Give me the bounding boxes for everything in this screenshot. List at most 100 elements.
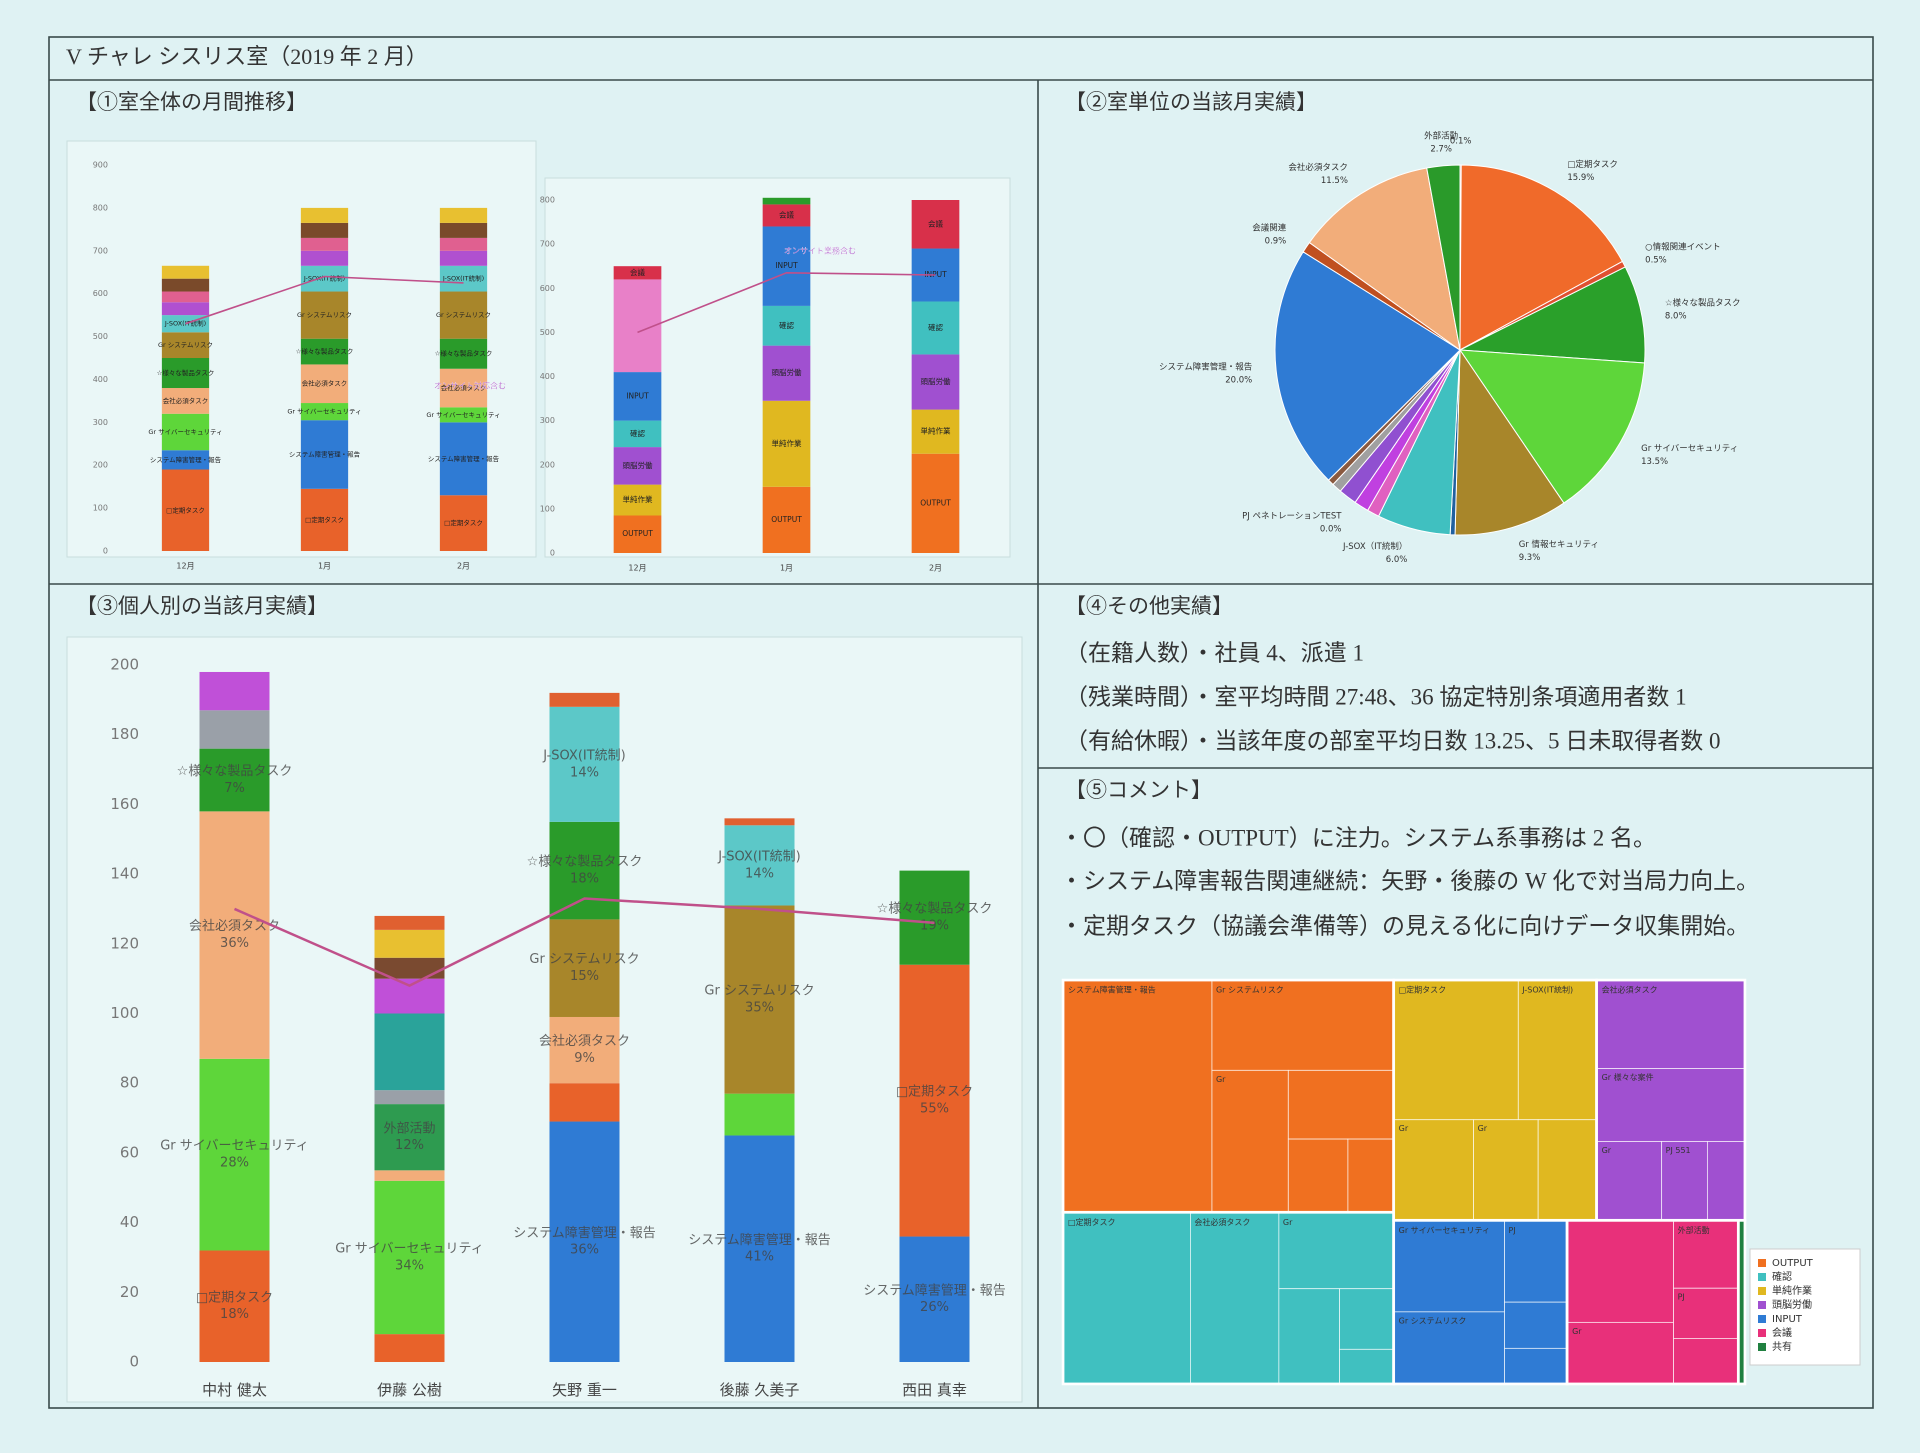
bar-segment	[161, 265, 210, 279]
pie-label: システム障害管理・報告	[1159, 362, 1252, 373]
segment-label: 単純作業	[772, 438, 802, 448]
bar-segment	[374, 929, 445, 958]
treemap-label: □定期タスク	[1068, 1217, 1116, 1227]
bar-segment	[300, 250, 349, 266]
segment-label: ☆様々な製品タスク	[296, 347, 354, 356]
treemap-cell	[1537, 1119, 1596, 1220]
segment-label: 単純作業	[921, 426, 951, 436]
treemap-label: システム障害管理・報告	[1068, 985, 1156, 995]
y-tick-label: 0	[103, 547, 108, 556]
pie-label: ○情報関連イベント	[1645, 242, 1720, 253]
segment-label: OUTPUT	[622, 529, 653, 538]
treemap-label: J-SOX(IT統制)	[1521, 985, 1573, 995]
treemap-cell	[1394, 980, 1519, 1121]
pie-label: J-SOX（IT統制）	[1342, 541, 1407, 552]
bar-segment	[762, 305, 811, 346]
bar-segment	[762, 400, 811, 487]
treemap-cell	[1567, 1220, 1674, 1323]
bar-segment	[549, 1083, 620, 1122]
segment-label: OUTPUT	[771, 515, 802, 524]
treemap-label: Gr 様々な案件	[1602, 1072, 1654, 1082]
treemap-cell	[1597, 1068, 1745, 1142]
bar-segment	[439, 368, 488, 408]
bar-segment	[374, 1013, 445, 1091]
y-tick-label: 100	[93, 504, 108, 513]
treemap-cell	[1189, 1212, 1280, 1384]
x-tick-label: 伊藤 公樹	[377, 1381, 442, 1399]
bar-segment	[613, 420, 662, 448]
bar-segment	[300, 222, 349, 238]
treemap-label: Gr	[1283, 1218, 1293, 1227]
x-tick-label: 2月	[457, 562, 470, 571]
legend-swatch	[1758, 1259, 1766, 1267]
pie-label: Gr サイバーセキュリティ	[1641, 444, 1738, 454]
x-tick-label: 西田 真幸	[902, 1381, 967, 1399]
bar-segment	[161, 278, 210, 292]
treemap-cell	[1738, 1220, 1745, 1384]
bar-segment	[439, 407, 488, 423]
segment-value-label: 18%	[220, 1307, 249, 1322]
section-title: 【⑤コメント】	[1065, 778, 1212, 802]
legend-label: 確認	[1772, 1270, 1792, 1283]
bar-segment	[374, 957, 445, 979]
legend-swatch	[1758, 1343, 1766, 1351]
bar-segment	[199, 1250, 270, 1362]
segment-label: 会社必須タスク	[189, 918, 280, 934]
y-tick-label: 400	[540, 372, 555, 381]
pie-value-label: 0.9%	[1265, 236, 1287, 246]
pie-slice	[1308, 167, 1461, 352]
x-tick-label: 12月	[176, 562, 194, 571]
treemap-cell	[1394, 1220, 1505, 1313]
bar-segment	[439, 338, 488, 369]
bar-segment	[911, 354, 960, 410]
outer-frame	[48, 36, 1874, 1409]
bar-segment	[762, 345, 811, 401]
bar-segment	[374, 1334, 445, 1362]
bar-segment	[161, 291, 210, 303]
segment-label: 会社必須タスク	[539, 1033, 630, 1049]
legend-swatch	[1758, 1273, 1766, 1281]
segment-label: INPUT	[775, 261, 798, 270]
pie-value-label: 15.9%	[1567, 173, 1594, 183]
y-tick-label: 500	[93, 332, 108, 341]
x-tick-label: 中村 健太	[202, 1381, 267, 1399]
legend-label: OUTPUT	[1772, 1258, 1814, 1269]
bar-segment	[899, 870, 970, 965]
pie-slice	[1459, 164, 1624, 351]
segment-label: ☆様々な製品タスク	[177, 764, 293, 779]
legend-label: 単純作業	[1772, 1284, 1812, 1297]
bar-segment	[374, 1090, 445, 1105]
bar-segment	[762, 204, 811, 227]
segment-label: 会社必須タスク	[163, 396, 209, 405]
pie-value-label: 0.1%	[1450, 137, 1472, 147]
segment-label: Gr システムリスク	[158, 341, 213, 349]
segment-label: 頭脳労働	[921, 376, 951, 386]
bar-segment	[762, 197, 811, 205]
bar-segment	[613, 266, 662, 280]
pie-label: ☆様々な製品タスク	[1665, 297, 1741, 308]
bar-segment	[161, 469, 210, 551]
y-tick-label: 800	[540, 196, 555, 205]
pie-slice	[1459, 349, 1646, 504]
segment-label: システム障害管理・報告	[513, 1225, 656, 1241]
bar-segment	[762, 226, 811, 306]
y-tick-label: 300	[93, 418, 108, 427]
treemap-cell	[1211, 980, 1394, 1071]
segment-label: 会議	[928, 218, 943, 228]
bar-segment	[374, 915, 445, 930]
legend-swatch	[1758, 1315, 1766, 1323]
treemap-cell	[1567, 1321, 1674, 1384]
y-tick-label: 100	[540, 504, 555, 513]
bar-segment	[374, 1104, 445, 1171]
bar-segment	[300, 420, 349, 489]
segment-label: □定期タスク	[196, 1290, 273, 1305]
treemap-cell	[1517, 980, 1596, 1121]
segment-label: Gr システムリスク	[529, 952, 639, 967]
segment-value-label: 36%	[220, 936, 249, 951]
annotation: オンサイト業務含む	[784, 246, 856, 256]
segment-value-label: 28%	[220, 1156, 249, 1171]
y-tick-label: 700	[540, 240, 555, 249]
segment-label: J-SOX(IT統制)	[442, 274, 484, 283]
segment-label: □定期タスク	[305, 515, 344, 524]
y-tick-label: 100	[110, 1004, 139, 1022]
